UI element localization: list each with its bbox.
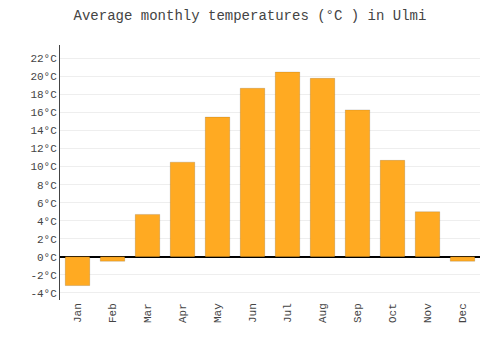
svg-text:-4°C: -4°C bbox=[30, 288, 57, 300]
svg-text:4°C: 4°C bbox=[37, 216, 57, 228]
svg-text:22°C: 22°C bbox=[30, 53, 57, 65]
svg-text:8°C: 8°C bbox=[37, 180, 57, 192]
svg-text:Feb: Feb bbox=[107, 303, 119, 323]
svg-text:16°C: 16°C bbox=[30, 107, 57, 119]
svg-text:14°C: 14°C bbox=[30, 125, 57, 137]
svg-text:Oct: Oct bbox=[387, 303, 399, 323]
svg-text:18°C: 18°C bbox=[30, 89, 57, 101]
svg-text:10°C: 10°C bbox=[30, 161, 57, 173]
svg-text:Jun: Jun bbox=[247, 303, 259, 323]
svg-text:Sep: Sep bbox=[352, 303, 364, 323]
svg-text:20°C: 20°C bbox=[30, 71, 57, 83]
svg-text:Mar: Mar bbox=[142, 303, 154, 323]
svg-text:Jan: Jan bbox=[72, 303, 84, 323]
svg-text:-2°C: -2°C bbox=[30, 270, 57, 282]
svg-text:Nov: Nov bbox=[422, 303, 434, 323]
svg-text:Jul: Jul bbox=[282, 303, 294, 323]
svg-text:Aug: Aug bbox=[317, 303, 329, 323]
svg-text:12°C: 12°C bbox=[30, 143, 57, 155]
svg-text:2°C: 2°C bbox=[37, 234, 57, 246]
svg-text:Average monthly temperatures (: Average monthly temperatures (°C ) in Ul… bbox=[74, 8, 427, 24]
svg-text:6°C: 6°C bbox=[37, 198, 57, 210]
svg-text:Dec: Dec bbox=[457, 303, 469, 323]
svg-text:May: May bbox=[212, 303, 224, 323]
svg-text:0°C: 0°C bbox=[37, 252, 57, 264]
svg-text:Apr: Apr bbox=[177, 303, 189, 323]
